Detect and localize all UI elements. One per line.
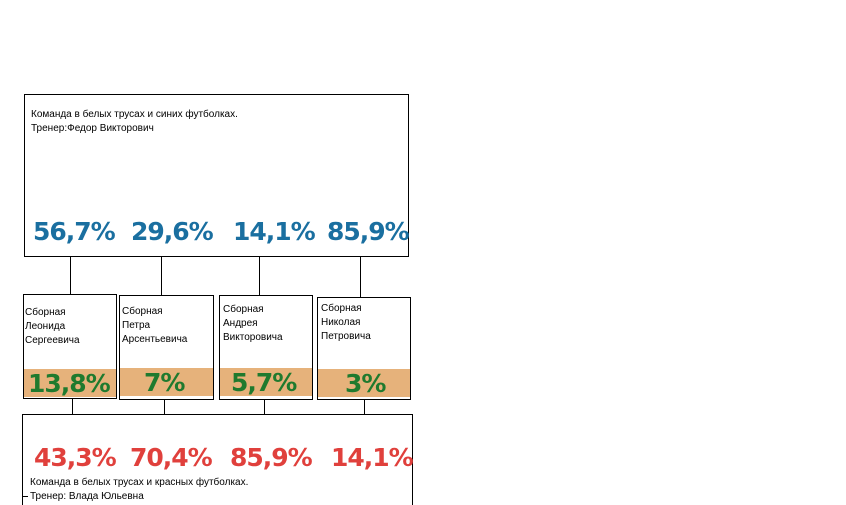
group-box-4: Сборная Николая Петровича 3% xyxy=(317,297,411,400)
group-2-line-2: Петра xyxy=(122,320,151,331)
group-4-value: 3% xyxy=(345,369,386,398)
top-team-box: Команда в белых трусах и синих футболках… xyxy=(24,94,410,257)
group-4-line-3: Петровича xyxy=(321,331,371,342)
bottom-value-4: 14,1% xyxy=(331,443,414,472)
group-2-line-1: Сборная xyxy=(122,306,163,317)
group-2-value: 7% xyxy=(144,368,185,397)
group-3-line-2: Андрея xyxy=(223,318,258,329)
group-2-band xyxy=(120,368,213,396)
bottom-value-2: 70,4% xyxy=(130,443,213,472)
connector-bottom-2 xyxy=(164,400,165,415)
top-value-4: 85,9% xyxy=(327,217,410,246)
connector-bottom-4 xyxy=(364,400,365,415)
group-4-line-2: Николая xyxy=(321,317,361,328)
group-1-line-1: Сборная xyxy=(25,307,66,318)
top-value-3: 14,1% xyxy=(233,217,316,246)
group-1-band xyxy=(24,369,116,397)
group-4-line-1: Сборная xyxy=(321,303,362,314)
group-2-line-3: Арсентьевича xyxy=(122,334,188,345)
top-value-1: 56,7% xyxy=(33,217,116,246)
connector-bottom-1 xyxy=(72,399,73,415)
bottom-box-base xyxy=(22,496,28,497)
top-team-coach: Тренер:Федор Викторович xyxy=(31,123,154,134)
top-value-2: 29,6% xyxy=(131,217,214,246)
group-box-2: Сборная Петра Арсентьевича 7% xyxy=(119,295,214,400)
bottom-team-title: Команда в белых трусах и красных футболк… xyxy=(30,477,249,488)
connector-bottom-3 xyxy=(264,400,265,415)
connector-top-2 xyxy=(161,257,162,295)
group-box-1: Сборная Леонида Сергеевича 13,8% xyxy=(23,294,117,399)
group-box-3: Сборная Андрея Викторовича 5,7% xyxy=(219,295,313,400)
group-3-value: 5,7% xyxy=(231,368,297,397)
bottom-value-3: 85,9% xyxy=(230,443,313,472)
connector-top-4 xyxy=(360,257,361,297)
group-4-band xyxy=(318,369,410,397)
group-1-line-2: Леонида xyxy=(25,321,66,332)
connector-top-1 xyxy=(70,257,71,294)
group-1-line-3: Сергеевича xyxy=(25,335,80,346)
group-1-value: 13,8% xyxy=(28,369,111,398)
bottom-team-coach: Тренер: Влада Юльевна xyxy=(30,491,144,502)
group-3-band xyxy=(220,368,312,396)
bottom-value-1: 43,3% xyxy=(34,443,117,472)
group-3-line-3: Викторовича xyxy=(223,332,283,343)
group-3-line-1: Сборная xyxy=(223,304,264,315)
top-team-title: Команда в белых трусах и синих футболках… xyxy=(31,109,238,120)
connector-top-3 xyxy=(259,257,260,295)
bottom-team-box: 43,3% 70,4% 85,9% 14,1% Команда в белых … xyxy=(22,414,414,505)
